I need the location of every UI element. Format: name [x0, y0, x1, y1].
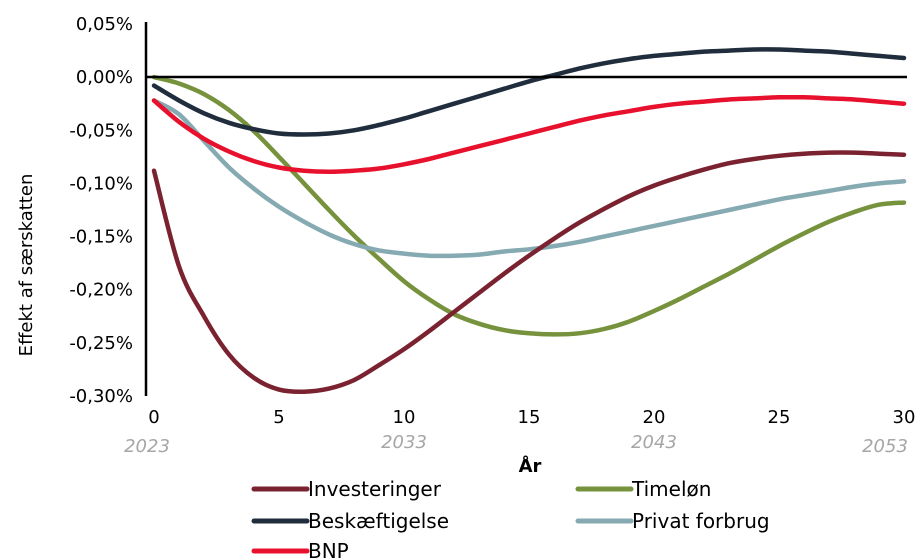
legend-label: BNP [308, 539, 349, 558]
legend-label: Beskæftigelse [308, 509, 449, 533]
y-tick-label: 0,00% [76, 67, 133, 88]
x-year-label: 2053 [862, 436, 908, 457]
x-tick-label: 20 [643, 407, 666, 428]
y-tick-label: 0,05% [76, 14, 133, 35]
y-tick-label: -0,15% [69, 227, 133, 248]
x-year-label: 2033 [381, 432, 427, 453]
x-tick-label: 10 [393, 407, 416, 428]
y-axis-label: Effekt af særskatten [16, 174, 37, 357]
y-axis-ticks: 0,05% 0,00% -0,05% -0,10% -0,15% -0,20% -0,25%… [69, 14, 133, 407]
x-year-label: 2023 [124, 436, 170, 457]
x-tick-label: 25 [768, 407, 791, 428]
x-tick-label: 5 [273, 407, 284, 428]
y-tick-label: -0,20% [69, 280, 133, 301]
series-line-privat-forbrug [151, 98, 907, 259]
x-tick-label: 15 [518, 407, 541, 428]
series-lines [151, 47, 907, 395]
x-axis-label: År [519, 454, 542, 477]
legend: Investeringer Timeløn Beskæftigelse Privat … [251, 477, 770, 558]
series-line-bnp [151, 94, 907, 174]
x-year-label: 2043 [631, 432, 677, 453]
y-tick-label: -0,25% [69, 333, 133, 354]
legend-label: Investeringer [308, 477, 442, 501]
x-axis-ticks: 0 5 10 15 20 25 30 [148, 407, 915, 428]
x-tick-label: 30 [893, 407, 916, 428]
legend-label: Timeløn [631, 477, 711, 501]
x-axis-year-labels: 2023 2033 2043 2053 [124, 432, 908, 457]
x-tick-label: 0 [148, 407, 159, 428]
y-tick-label: -0,05% [69, 120, 133, 141]
legend-label: Privat forbrug [632, 509, 770, 533]
series-line-beskæftigelse [151, 47, 907, 137]
series-line-investeringer [151, 150, 907, 395]
series-line-timeløn [151, 74, 907, 337]
y-tick-label: -0,30% [69, 386, 133, 407]
y-tick-label: -0,10% [69, 173, 133, 194]
